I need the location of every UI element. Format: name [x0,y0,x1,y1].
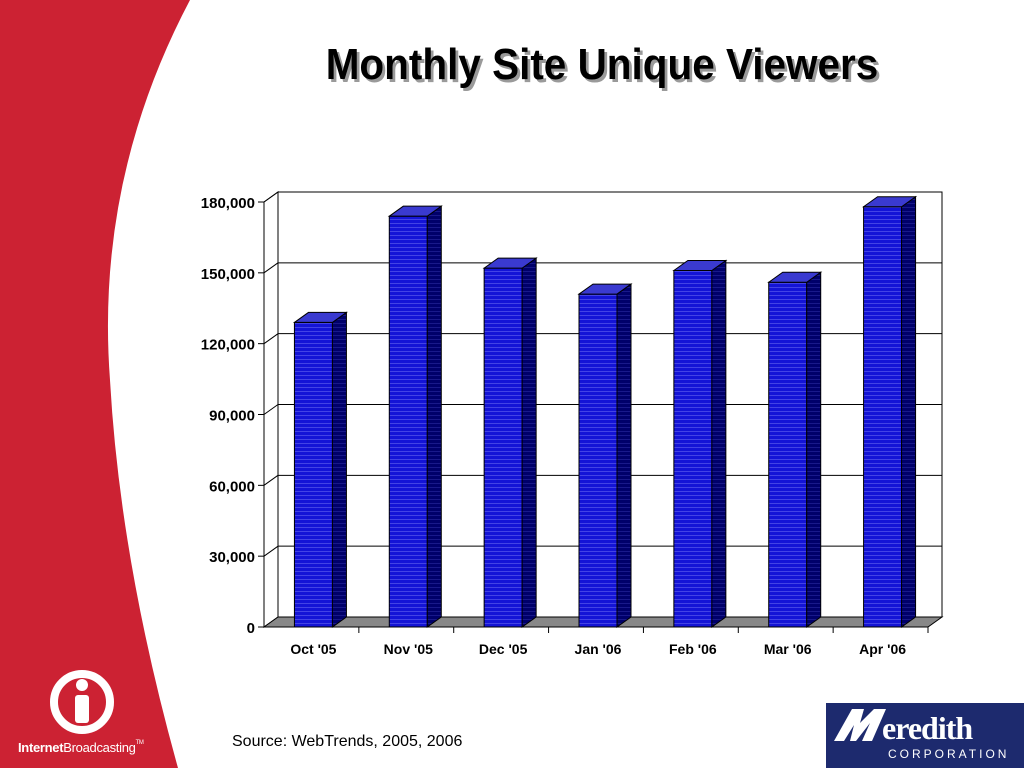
y-tick-label: 90,000 [209,408,255,425]
bar-top [767,271,823,283]
y-tick-label: 60,000 [209,478,255,495]
x-tick-label: Apr '06 [859,641,906,657]
x-tick-label: Nov '05 [384,641,433,657]
x-tick-label: Dec '05 [479,641,528,657]
red-swoosh [0,0,190,768]
y-tick-label: 180,000 [201,195,255,212]
bar [863,206,903,628]
gridline-side [263,404,279,415]
meredith-logo: eredith CORPORATION [826,703,1024,768]
gridline-side [263,545,279,557]
slide-title: Monthly Site Unique Viewers [325,40,879,89]
trademark-mark: TM [135,740,144,746]
bar [673,269,713,628]
gridline-side [263,262,279,274]
bar [768,281,808,628]
bar-top [672,259,728,271]
bar [293,321,333,628]
wordmark-regular: Broadcasting [63,740,136,755]
bar-side [711,259,727,628]
y-tick-label: 30,000 [209,549,255,566]
bar [578,293,618,628]
x-tick-label: Feb '06 [669,641,717,657]
meredith-corporation-label: CORPORATION [888,747,1010,761]
x-tick-label: Jan '06 [575,641,622,657]
meredith-wordmark-image: eredith [834,709,974,746]
info-circle-icon [50,670,114,734]
bar-top [577,283,633,295]
bar [388,215,428,628]
meredith-m-mark [834,709,886,741]
bar-top [292,311,348,323]
bar-top [482,257,538,269]
bar [483,267,523,628]
bar-side [331,311,347,628]
gridline-side [263,191,279,203]
gridline-side [263,474,279,486]
bar-side [426,205,442,628]
gridline-side [263,333,279,345]
svg-text:eredith: eredith [882,710,973,746]
x-tick-label: Mar '06 [764,641,812,657]
y-tick-label: 120,000 [201,337,255,354]
bar-top [387,205,443,217]
bar-top [862,196,918,208]
internet-broadcasting-logo [50,670,114,734]
bar-side [901,195,917,628]
source-note: Source: WebTrends, 2005, 2006 [232,733,463,750]
bar-side [806,271,822,628]
internet-broadcasting-wordmark: InternetBroadcastingTM [18,740,144,755]
y-tick-label: 150,000 [201,266,255,283]
bar-side [616,283,632,628]
y-tick-label: 0 [247,620,255,637]
wordmark-bold: Internet [18,740,64,755]
bar-side [521,257,537,628]
x-tick-label: Oct '05 [290,641,336,657]
